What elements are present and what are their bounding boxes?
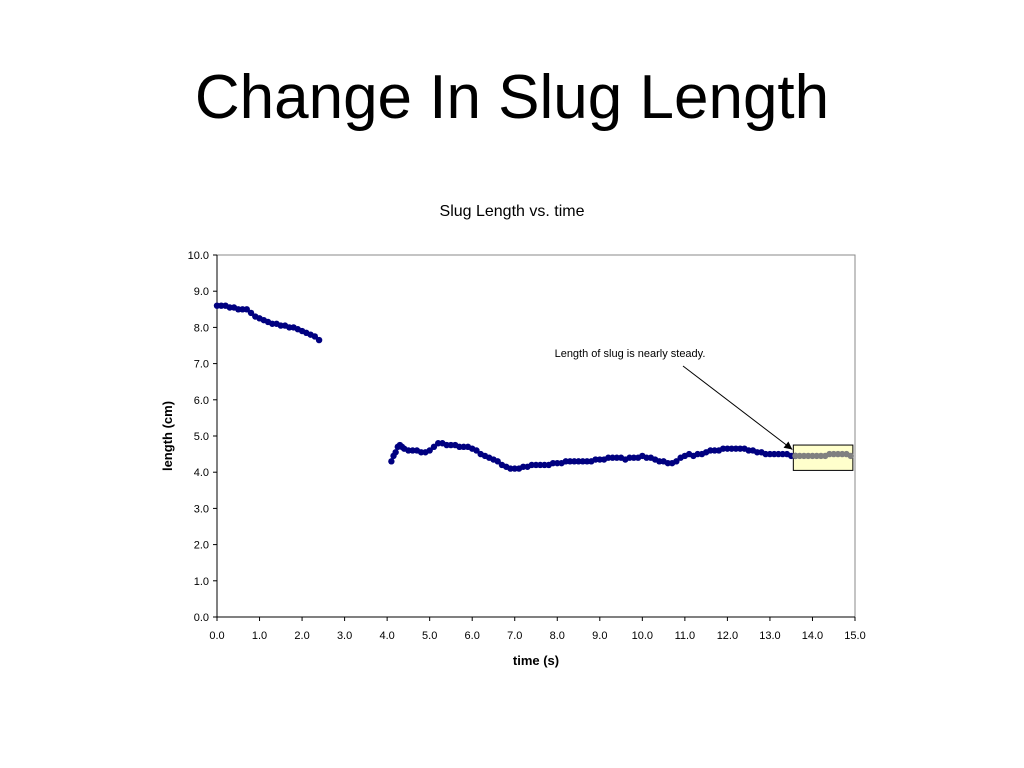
x-tick-label: 14.0	[802, 630, 823, 642]
y-tick-label: 0.0	[194, 612, 209, 624]
x-tick-label: 9.0	[592, 630, 607, 642]
data-point	[311, 333, 319, 340]
data-point	[473, 447, 480, 454]
y-tick-label: 2.0	[194, 540, 209, 552]
y-axis: 0.0 1.0 2.0 3.0 4.0 5.0 6.0 7.0 8.0 9.0 10.0	[188, 250, 218, 624]
x-tick-label: 2.0	[294, 630, 309, 642]
data-point	[247, 309, 255, 317]
data-points	[213, 302, 854, 472]
data-point	[243, 306, 250, 313]
slide-title: Change In Slug Length	[194, 63, 830, 132]
y-tick-label: 1.0	[194, 576, 209, 588]
y-tick-label: 3.0	[194, 503, 209, 515]
y-axis-title: length (cm)	[160, 401, 175, 471]
x-tick-label: 10.0	[632, 630, 653, 642]
x-tick-label: 15.0	[844, 630, 865, 642]
y-tick-label: 5.0	[194, 431, 209, 443]
x-tick-label: 0.0	[209, 630, 224, 642]
x-tick-label: 12.0	[717, 630, 738, 642]
annotation-layer: Length of slug is nearly steady.	[555, 348, 793, 450]
y-tick-label: 4.0	[194, 467, 209, 479]
annotation-arrow-head	[783, 441, 793, 450]
chart-title: Slug Length vs. time	[440, 203, 585, 220]
x-tick-label: 13.0	[759, 630, 780, 642]
x-axis-title: time (s)	[513, 653, 559, 668]
x-axis: 0.0 1.0 2.0 3.0 4.0 5.0 6.0 7.0 8.0 9.0 10.0 11.0 12…	[209, 616, 866, 642]
data-point	[426, 447, 433, 454]
x-tick-label: 5.0	[422, 630, 437, 642]
data-point	[494, 458, 501, 465]
y-tick-label: 7.0	[194, 359, 209, 371]
y-tick-label: 10.0	[188, 250, 209, 262]
data-point	[388, 458, 395, 465]
y-tick-label: 6.0	[194, 395, 209, 407]
data-point	[430, 443, 438, 451]
annotation-arrow-line	[682, 365, 793, 450]
x-tick-label: 3.0	[337, 630, 352, 642]
annotation-text: Length of slug is nearly steady.	[555, 348, 706, 360]
plot-area	[216, 254, 856, 618]
y-tick-label: 8.0	[194, 322, 209, 334]
x-tick-label: 7.0	[507, 630, 522, 642]
x-tick-label: 4.0	[379, 630, 394, 642]
data-point	[847, 452, 854, 460]
data-point	[392, 449, 399, 456]
x-tick-label: 8.0	[550, 630, 565, 642]
x-tick-label: 6.0	[465, 630, 480, 642]
data-point	[673, 458, 680, 465]
x-tick-label: 11.0	[675, 630, 696, 642]
data-point	[315, 336, 323, 344]
y-tick-label: 9.0	[194, 286, 209, 298]
x-tick-label: 1.0	[252, 630, 267, 642]
